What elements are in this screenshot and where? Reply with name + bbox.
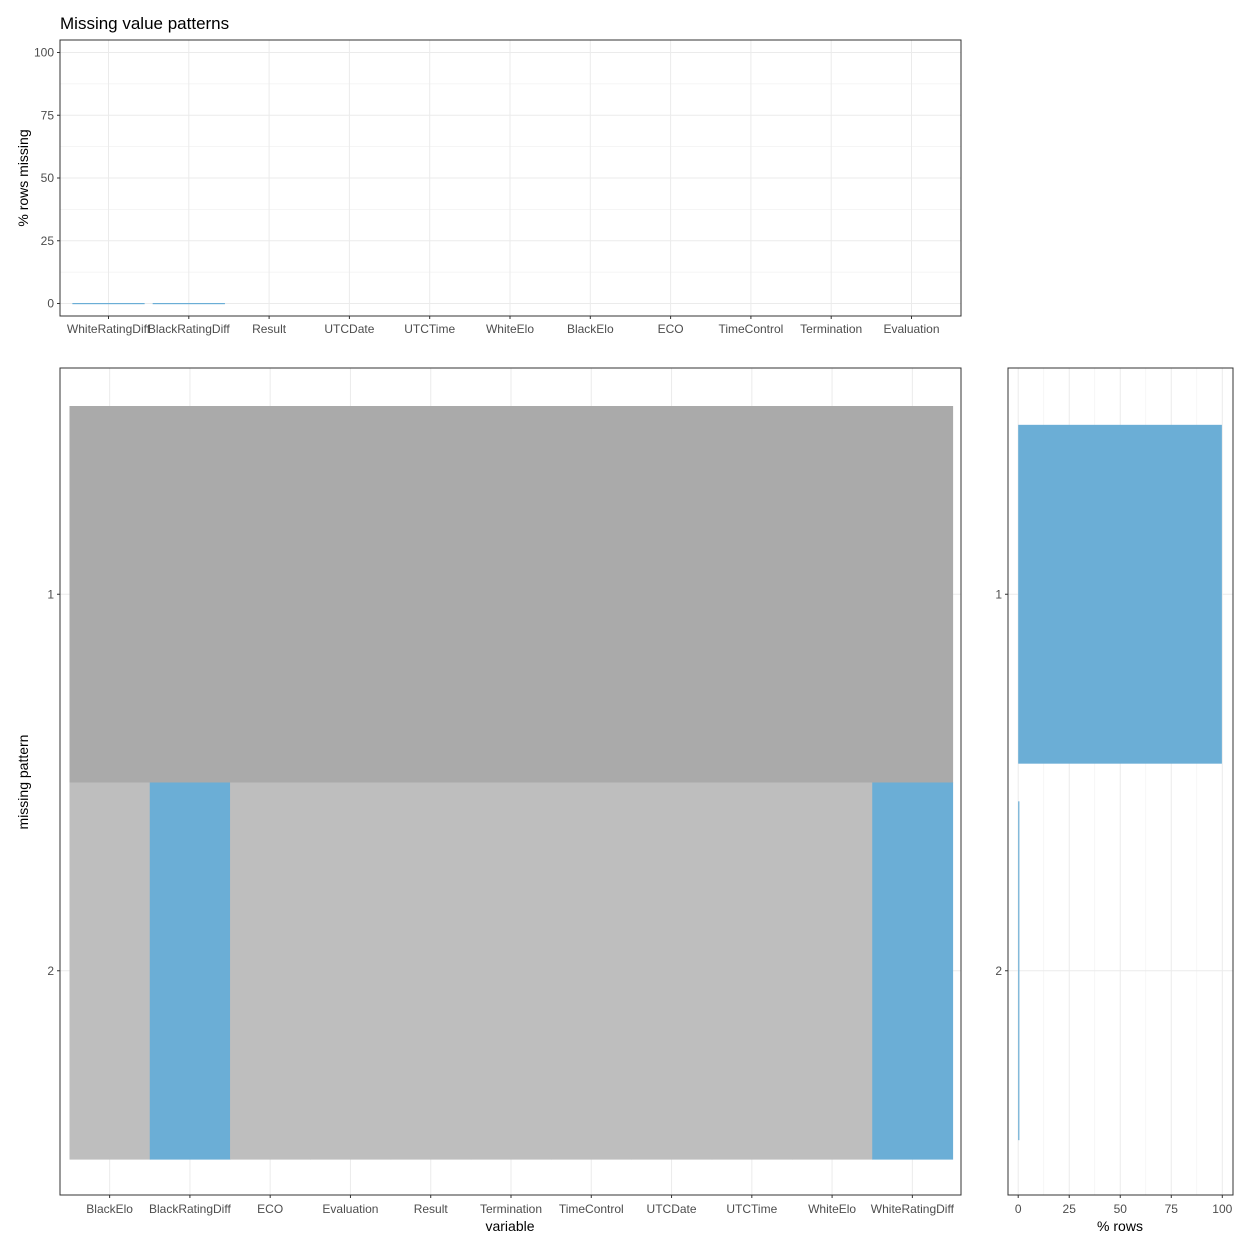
tile-BlackElo-pattern-2	[69, 782, 151, 1160]
main-x-tick-label: Result	[414, 1202, 449, 1216]
main-x-tick-label: BlackRatingDiff	[149, 1202, 231, 1216]
tile-TimeControl-pattern-1	[551, 406, 633, 784]
tile-ECO-pattern-1	[230, 406, 311, 784]
top-x-tick-label: BlackRatingDiff	[148, 322, 230, 336]
right-x-tick-label: 75	[1165, 1202, 1179, 1216]
main-y-tick-label: 2	[47, 964, 54, 978]
main-x-ticks: BlackElo BlackRatingDiff ECO Evaluation Resu…	[86, 1195, 955, 1216]
top-y-ticks: 0 25 50 75 100	[34, 46, 60, 311]
main-y-ticks: 12	[47, 587, 60, 978]
right-y-tick-label: 1	[995, 587, 1002, 601]
main-x-tick-label: WhiteElo	[808, 1202, 856, 1216]
right-panel: 12 0 25 50 75 100 % rows	[995, 367, 1234, 1234]
main-x-tick-label: WhiteRatingDiff	[871, 1202, 955, 1216]
tile-Termination-pattern-2	[470, 782, 552, 1160]
top-y-tick-label: 0	[47, 297, 54, 311]
top-x-tick-label: Result	[252, 322, 287, 336]
tile-ECO-pattern-2	[230, 782, 311, 1160]
main-heatmap-tiles	[69, 406, 954, 1160]
main-x-tick-label: ECO	[257, 1202, 283, 1216]
tile-Result-pattern-2	[390, 782, 472, 1160]
tile-BlackRatingDiff-pattern-1	[149, 406, 231, 784]
right-x-tick-label: 50	[1114, 1202, 1128, 1216]
tile-Result-pattern-1	[390, 406, 472, 784]
right-x-ticks: 0 25 50 75 100	[1015, 1195, 1233, 1216]
tile-WhiteRatingDiff-pattern-2	[872, 782, 954, 1160]
tile-Evaluation-pattern-1	[310, 406, 392, 784]
top-y-tick-label: 25	[41, 234, 55, 248]
tile-BlackElo-pattern-1	[69, 406, 151, 784]
tile-WhiteRatingDiff-pattern-1	[872, 406, 954, 784]
tile-BlackRatingDiff-pattern-2	[149, 782, 231, 1160]
tile-Evaluation-pattern-2	[310, 782, 392, 1160]
top-y-tick-label: 50	[41, 171, 55, 185]
right-bar-pattern-1	[1018, 424, 1222, 764]
tile-Termination-pattern-1	[470, 406, 552, 784]
right-bars	[1018, 424, 1222, 1141]
top-x-tick-label: WhiteElo	[486, 322, 534, 336]
top-x-tick-label: ECO	[658, 322, 684, 336]
top-y-tick-label: 100	[34, 46, 54, 60]
top-bar-BlackRatingDiff	[152, 302, 225, 305]
main-x-tick-label: BlackElo	[86, 1202, 133, 1216]
main-x-tick-label: UTCDate	[647, 1202, 697, 1216]
right-bar-pattern-2	[1018, 801, 1020, 1141]
top-x-tick-label: TimeControl	[718, 322, 783, 336]
main-x-tick-label: UTCTime	[726, 1202, 777, 1216]
tile-UTCTime-pattern-2	[711, 782, 793, 1160]
right-x-tick-label: 25	[1063, 1202, 1077, 1216]
tile-UTCDate-pattern-2	[631, 782, 713, 1160]
main-y-axis-title: missing pattern	[15, 735, 31, 830]
top-x-tick-label: Termination	[800, 322, 862, 336]
chart-title: Missing value patterns	[60, 14, 229, 33]
top-gridlines	[60, 40, 961, 316]
tile-WhiteElo-pattern-2	[791, 782, 873, 1160]
main-x-tick-label: TimeControl	[559, 1202, 624, 1216]
top-x-tick-label: BlackElo	[567, 322, 614, 336]
right-y-ticks: 12	[995, 587, 1008, 978]
top-bar-WhiteRatingDiff	[72, 302, 145, 305]
tile-UTCDate-pattern-1	[631, 406, 713, 784]
main-x-tick-label: Termination	[480, 1202, 542, 1216]
top-y-tick-label: 75	[41, 108, 55, 122]
right-x-axis-title: % rows	[1097, 1218, 1143, 1234]
top-x-tick-label: UTCTime	[404, 322, 455, 336]
top-bars	[72, 302, 225, 305]
top-panel: 0 25 50 75 100 WhiteRatingDiffBlackRatingDif…	[15, 39, 962, 336]
right-x-tick-label: 100	[1212, 1202, 1232, 1216]
tile-TimeControl-pattern-2	[551, 782, 633, 1160]
main-panel: 12 BlackElo BlackRatingDiff ECO Evaluation R…	[15, 367, 962, 1234]
top-x-tick-label: Evaluation	[883, 322, 939, 336]
tile-WhiteElo-pattern-1	[791, 406, 873, 784]
top-x-tick-label: WhiteRatingDiff	[67, 322, 151, 336]
tile-UTCTime-pattern-1	[711, 406, 793, 784]
main-x-tick-label: Evaluation	[322, 1202, 378, 1216]
top-x-tick-label: UTCDate	[324, 322, 374, 336]
main-x-axis-title: variable	[485, 1218, 534, 1234]
right-x-tick-label: 0	[1015, 1202, 1022, 1216]
right-y-tick-label: 2	[995, 964, 1002, 978]
top-y-axis-title: % rows missing	[15, 129, 31, 226]
main-y-tick-label: 1	[47, 587, 54, 601]
